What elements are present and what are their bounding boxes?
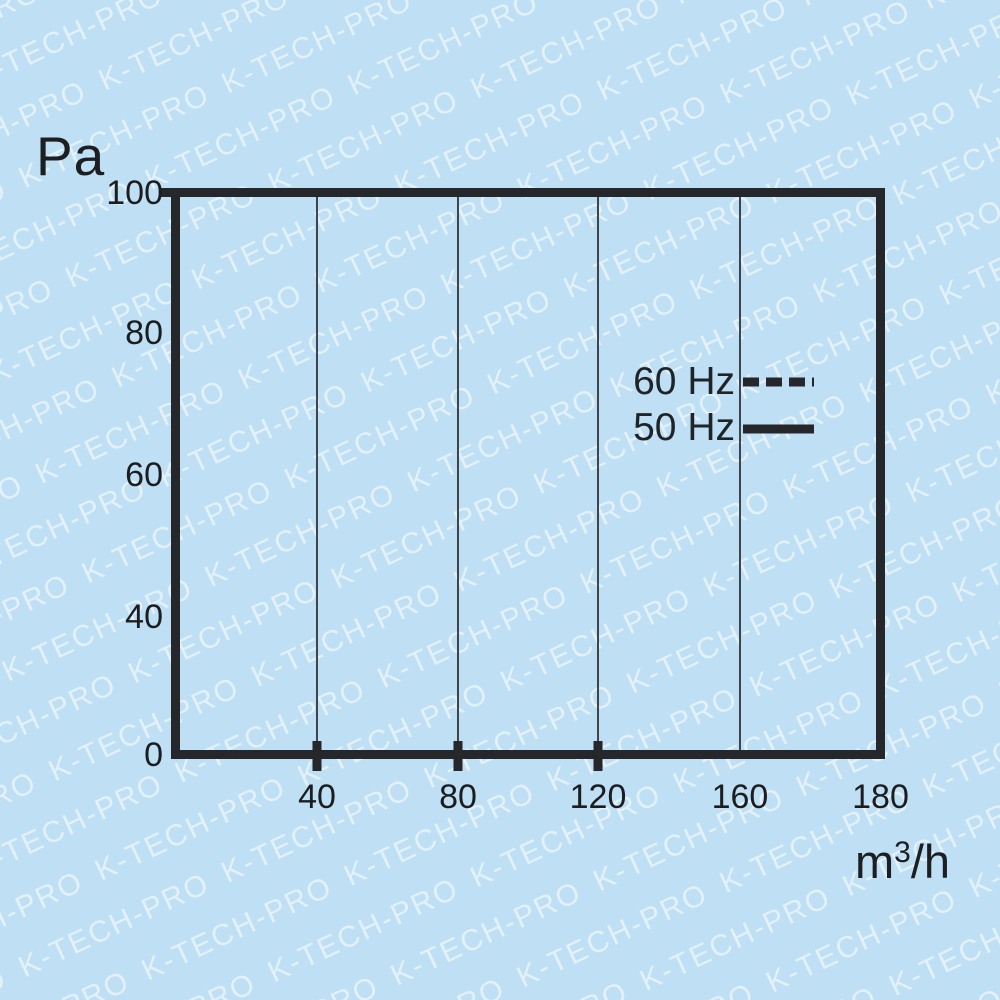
x-tick-label-80: 80 — [439, 778, 477, 816]
x-tick-label-180: 180 — [852, 778, 909, 816]
y-tick-label-60: 60 — [125, 456, 163, 495]
x-axis-unit-label: m3/h — [855, 834, 950, 889]
x-unit-rest: /h — [910, 835, 951, 888]
plot-border — [171, 188, 885, 759]
y-tick-label-0: 0 — [144, 735, 163, 774]
y-tick-label-40: 40 — [125, 597, 163, 636]
x-unit-base: m — [855, 835, 895, 888]
x-tick-label-40: 40 — [298, 778, 336, 816]
legend-label-50hz: 50 Hz — [633, 406, 735, 449]
legend-label-60hz: 60 Hz — [633, 360, 735, 403]
y-tick-label-100: 100 — [106, 173, 163, 212]
x-tick-label-160: 160 — [711, 778, 769, 816]
x-tick-label-120: 120 — [569, 778, 627, 816]
y-tick-label-80: 80 — [125, 314, 163, 352]
x-unit-superscript: 3 — [894, 836, 911, 869]
y-axis-unit-label: Pa — [36, 125, 106, 187]
